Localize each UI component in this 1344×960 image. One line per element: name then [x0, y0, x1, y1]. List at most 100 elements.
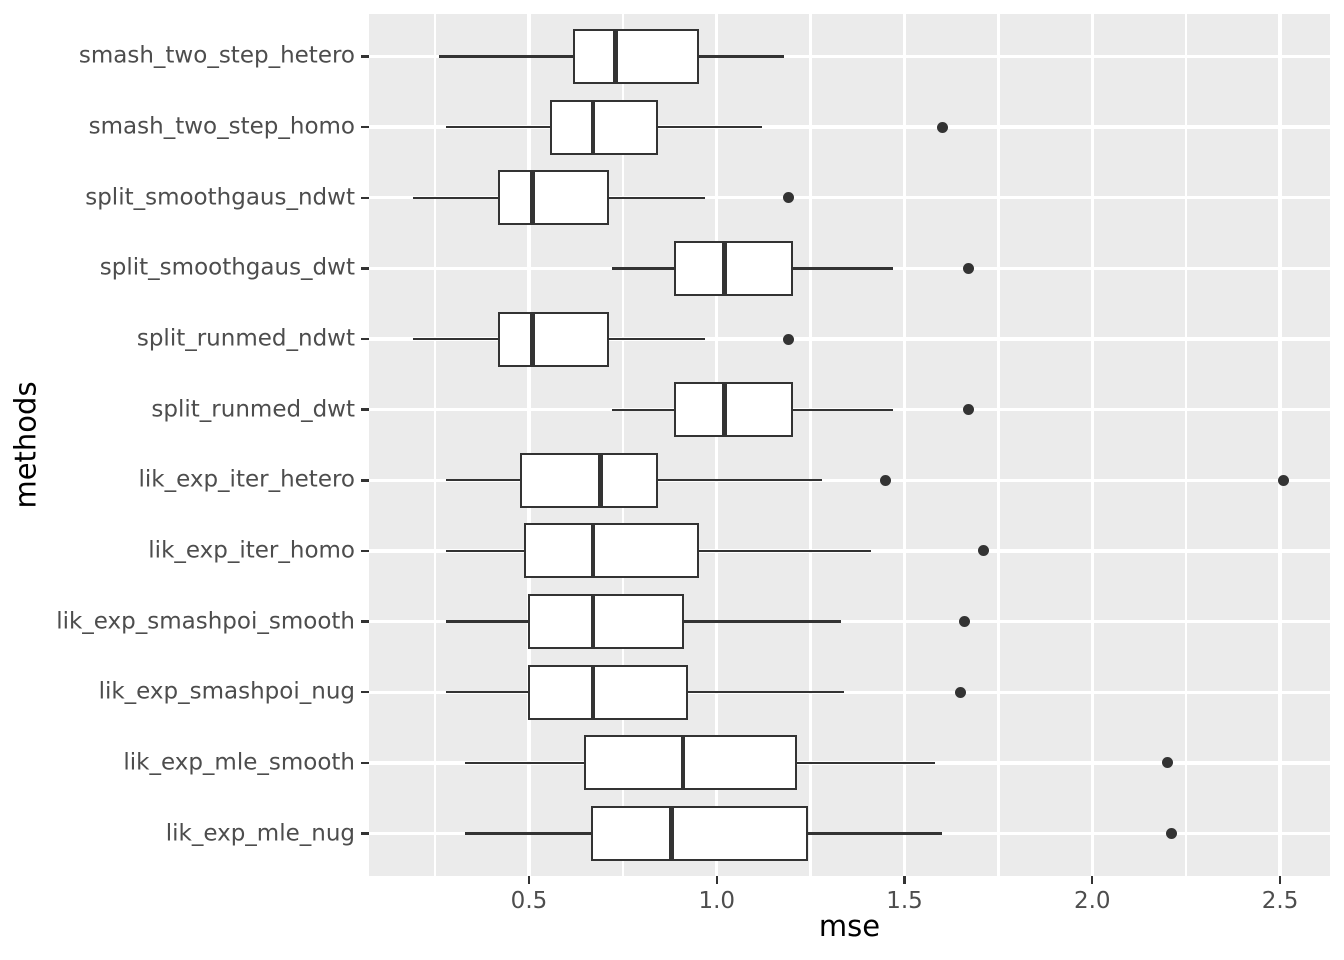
gridline-horizontal — [369, 196, 1330, 200]
gridline-horizontal — [369, 690, 1330, 694]
outlier-point — [1278, 474, 1290, 486]
boxplot-median — [669, 806, 674, 862]
x-tick-mark — [715, 876, 718, 884]
boxplot-median — [722, 382, 727, 438]
gridline-minor-vertical — [997, 14, 1000, 876]
gridline-major-vertical — [1090, 14, 1094, 876]
boxplot-median — [680, 735, 686, 791]
boxplot-whisker-left — [412, 196, 499, 199]
boxplot-median — [598, 452, 603, 508]
boxplot-whisker-right — [791, 408, 894, 411]
y-tick-mark — [361, 408, 369, 411]
gridline-major-vertical — [715, 14, 719, 876]
boxplot-box — [674, 382, 794, 438]
boxplot-whisker-left — [446, 691, 529, 694]
boxplot-whisker-right — [686, 691, 845, 694]
boxplot-box — [572, 28, 700, 84]
boxplot-whisker-right — [697, 55, 785, 58]
x-axis-title: mse — [818, 909, 881, 943]
outlier-point — [962, 404, 974, 416]
y-tick-label: lik_exp_iter_homo — [148, 537, 355, 564]
boxplot-whisker-right — [656, 125, 762, 129]
y-tick-mark — [361, 55, 369, 58]
x-tick-label: 2.0 — [1073, 888, 1111, 914]
gridline-major-vertical — [902, 14, 907, 876]
y-tick-mark — [361, 832, 369, 835]
boxplot-median — [530, 311, 535, 367]
boxplot-whisker-right — [607, 337, 706, 341]
boxplot-whisker-left — [465, 761, 586, 765]
outlier-point — [1165, 828, 1177, 840]
outlier-point — [936, 121, 948, 133]
boxplot-median — [590, 99, 596, 155]
boxplot-median — [590, 664, 596, 720]
x-tick-mark — [1091, 876, 1094, 884]
x-tick-label: 2.5 — [1261, 888, 1299, 914]
boxplot-whisker-right — [607, 196, 706, 199]
y-tick-label: lik_exp_mle_smooth — [123, 749, 355, 776]
boxplot-whisker-left — [446, 479, 522, 482]
boxplot-whisker-left — [412, 337, 499, 341]
x-tick-label: 1.5 — [886, 888, 923, 914]
boxplot-median — [722, 240, 727, 296]
boxplot-box — [527, 594, 685, 650]
y-tick-label: split_runmed_ndwt — [136, 325, 355, 352]
x-tick-label: 1.0 — [698, 888, 736, 914]
boxplot-whisker-left — [446, 549, 526, 553]
boxplot-whisker-right — [656, 479, 822, 482]
gridline-horizontal — [369, 125, 1330, 129]
boxplot-box — [520, 452, 658, 508]
boxplot-box — [527, 664, 689, 720]
outlier-point — [782, 333, 794, 345]
y-tick-label: lik_exp_smashpoi_smooth — [56, 608, 355, 635]
y-tick-label: smash_two_step_hetero — [78, 42, 355, 69]
y-tick-mark — [361, 267, 369, 270]
gridline-horizontal — [369, 619, 1330, 624]
y-tick-label: lik_exp_smashpoi_nug — [98, 678, 355, 705]
boxplot-whisker-right — [697, 549, 871, 553]
boxplot-median — [590, 523, 596, 579]
gridline-horizontal — [369, 54, 1330, 59]
outlier-point — [959, 616, 971, 628]
gridline-major-vertical — [527, 14, 531, 876]
boxplot-box — [674, 240, 794, 296]
boxplot-whisker-right — [795, 761, 935, 765]
x-tick-mark — [903, 876, 906, 884]
boxplot-box — [497, 311, 610, 367]
boxplot-whisker-left — [446, 125, 552, 129]
x-tick-mark — [1278, 876, 1282, 884]
outlier-point — [955, 686, 967, 698]
gridline-horizontal — [369, 478, 1330, 483]
y-tick-mark — [361, 691, 369, 694]
boxplot-whisker-left — [611, 408, 676, 411]
y-tick-mark — [361, 761, 369, 765]
boxplot-whisker-left — [611, 267, 676, 270]
boxplot-box — [591, 806, 809, 862]
boxplot-whisker-right — [682, 620, 841, 623]
y-tick-label: split_runmed_dwt — [151, 396, 355, 423]
y-tick-mark — [361, 337, 369, 341]
outlier-point — [782, 192, 794, 204]
y-tick-label: smash_two_step_homo — [88, 113, 355, 140]
y-tick-label: lik_exp_mle_nug — [165, 820, 355, 847]
boxplot-whisker-right — [791, 267, 894, 270]
boxplot-whisker-left — [446, 620, 529, 623]
y-tick-mark — [361, 549, 369, 553]
boxplot-box — [523, 523, 700, 579]
y-axis-title: methods — [8, 381, 43, 509]
y-tick-label: split_smoothgaus_dwt — [99, 254, 355, 281]
gridline-minor-vertical — [621, 14, 625, 876]
boxplot-box — [583, 735, 797, 791]
y-tick-label: lik_exp_iter_hetero — [138, 466, 356, 493]
outlier-point — [962, 262, 974, 274]
y-tick-mark — [361, 479, 369, 482]
boxplot-whisker-left — [465, 832, 593, 835]
boxplot-median — [590, 594, 596, 650]
gridline-major-vertical — [1278, 14, 1282, 876]
gridline-minor-vertical — [433, 14, 437, 876]
boxplot-box — [550, 99, 658, 155]
y-tick-label: split_smoothgaus_ndwt — [85, 184, 355, 211]
gridline-minor-vertical — [1184, 14, 1188, 876]
y-tick-mark — [361, 125, 369, 129]
